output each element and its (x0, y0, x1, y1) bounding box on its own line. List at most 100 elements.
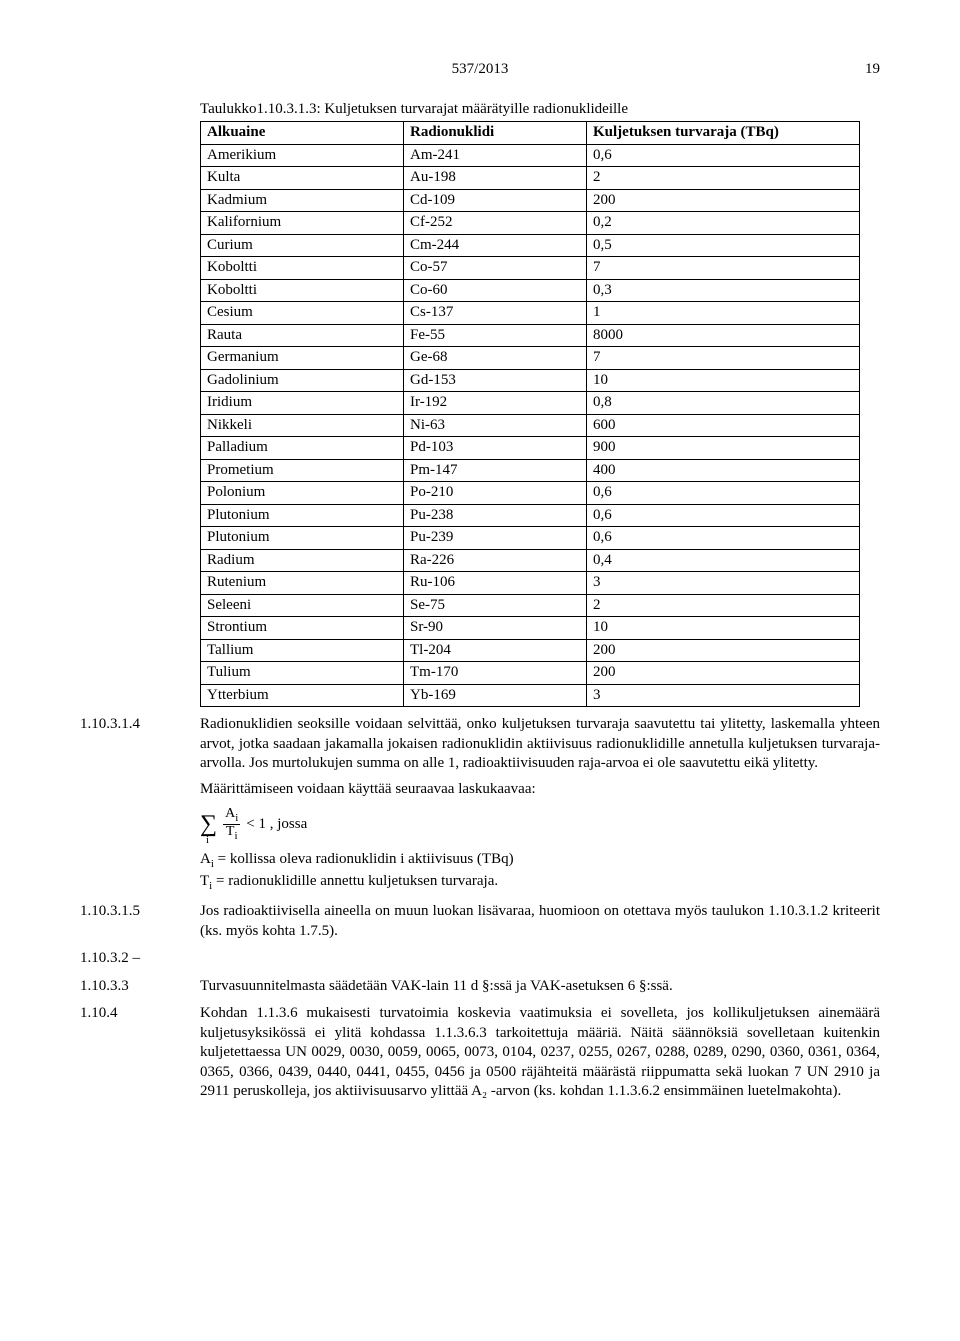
table-cell: 200 (587, 189, 860, 212)
section-entry: 1.10.3.1.4Radionuklidien seoksille voida… (80, 715, 880, 894)
table-cell: 3 (587, 684, 860, 707)
table-row: CuriumCm-2440,5 (201, 234, 860, 257)
table-row: RadiumRa-2260,4 (201, 549, 860, 572)
section-id: 1.10.3.2 – (80, 949, 200, 969)
table-row: StrontiumSr-9010 (201, 617, 860, 640)
table-cell: Pu-238 (404, 504, 587, 527)
table-cell: Strontium (201, 617, 404, 640)
table-cell: Germanium (201, 347, 404, 370)
table-cell: 1 (587, 302, 860, 325)
table-cell: 0,6 (587, 482, 860, 505)
section-id: 1.10.3.1.4 (80, 715, 200, 894)
col-header: Kuljetuksen turvaraja (TBq) (587, 122, 860, 145)
table-cell: Ni-63 (404, 414, 587, 437)
table-cell: 0,8 (587, 392, 860, 415)
table-cell: Co-60 (404, 279, 587, 302)
table-cell: Ru-106 (404, 572, 587, 595)
table-header-row: Alkuaine Radionuklidi Kuljetuksen turvar… (201, 122, 860, 145)
table-cell: 200 (587, 662, 860, 685)
table-cell: Ge-68 (404, 347, 587, 370)
table-cell: Yb-169 (404, 684, 587, 707)
table-row: PlutoniumPu-2380,6 (201, 504, 860, 527)
table-cell: 600 (587, 414, 860, 437)
table-cell: 900 (587, 437, 860, 460)
section-body (200, 949, 880, 969)
table-row: CesiumCs-1371 (201, 302, 860, 325)
table-cell: Co-57 (404, 257, 587, 280)
table-cell: Palladium (201, 437, 404, 460)
table-cell: Cs-137 (404, 302, 587, 325)
section-body: Kohdan 1.1.3.6 mukaisesti turvatoimia ko… (200, 1004, 880, 1102)
table-row: PalladiumPd-103900 (201, 437, 860, 460)
table-cell: 0,6 (587, 527, 860, 550)
table-row: NikkeliNi-63600 (201, 414, 860, 437)
table-cell: Am-241 (404, 144, 587, 167)
table-cell: 0,5 (587, 234, 860, 257)
section-entry: 1.10.4Kohdan 1.1.3.6 mukaisesti turvatoi… (80, 1004, 880, 1102)
table-cell: Tallium (201, 639, 404, 662)
table-cell: 3 (587, 572, 860, 595)
table-row: KultaAu-1982 (201, 167, 860, 190)
table-cell: Cd-109 (404, 189, 587, 212)
table-row: RautaFe-558000 (201, 324, 860, 347)
table-cell: Amerikium (201, 144, 404, 167)
table-cell: Prometium (201, 459, 404, 482)
table-row: YtterbiumYb-1693 (201, 684, 860, 707)
table-cell: Fe-55 (404, 324, 587, 347)
table-row: PlutoniumPu-2390,6 (201, 527, 860, 550)
table-cell: Nikkeli (201, 414, 404, 437)
table-cell: 7 (587, 347, 860, 370)
table-cell: 8000 (587, 324, 860, 347)
table-cell: 10 (587, 617, 860, 640)
table-cell: 2 (587, 167, 860, 190)
table-cell: Radium (201, 549, 404, 572)
table-row: SeleeniSe-752 (201, 594, 860, 617)
table-cell: 10 (587, 369, 860, 392)
table-row: KaliforniumCf-2520,2 (201, 212, 860, 235)
table-cell: Ytterbium (201, 684, 404, 707)
section-entry: 1.10.3.1.5Jos radioaktiivisella aineella… (80, 902, 880, 941)
table-cell: 2 (587, 594, 860, 617)
table-cell: 400 (587, 459, 860, 482)
table-cell: Gd-153 (404, 369, 587, 392)
table-cell: Gadolinium (201, 369, 404, 392)
table-cell: Plutonium (201, 504, 404, 527)
table-cell: 0,6 (587, 504, 860, 527)
table-row: AmerikiumAm-2410,6 (201, 144, 860, 167)
table-cell: Koboltti (201, 279, 404, 302)
table-cell: Rauta (201, 324, 404, 347)
table-cell: Au-198 (404, 167, 587, 190)
table-cell: 7 (587, 257, 860, 280)
table-cell: Tm-170 (404, 662, 587, 685)
table-cell: Polonium (201, 482, 404, 505)
table-cell: 0,3 (587, 279, 860, 302)
table-cell: Po-210 (404, 482, 587, 505)
table-cell: 0,6 (587, 144, 860, 167)
table-row: GadoliniumGd-15310 (201, 369, 860, 392)
col-header: Alkuaine (201, 122, 404, 145)
table-cell: Koboltti (201, 257, 404, 280)
table-row: KobolttiCo-577 (201, 257, 860, 280)
section-body: Turvasuunnitelmasta säädetään VAK-lain 1… (200, 977, 880, 997)
table-row: TuliumTm-170200 (201, 662, 860, 685)
table-title: Taulukko1.10.3.1.3: Kuljetuksen turvaraj… (200, 100, 880, 120)
table-cell: Tulium (201, 662, 404, 685)
table-row: TalliumTl-204200 (201, 639, 860, 662)
formula: ∑iAiTi< 1 , jossa (200, 807, 880, 842)
table-cell: Kulta (201, 167, 404, 190)
table-cell: 0,2 (587, 212, 860, 235)
section-body: Jos radioaktiivisella aineella on muun l… (200, 902, 880, 941)
section-entry: 1.10.3.2 – (80, 949, 880, 969)
section-id: 1.10.3.1.5 (80, 902, 200, 941)
table-cell: Kadmium (201, 189, 404, 212)
table-cell: Pd-103 (404, 437, 587, 460)
table-cell: Plutonium (201, 527, 404, 550)
table-cell: Kalifornium (201, 212, 404, 235)
table-cell: Ir-192 (404, 392, 587, 415)
table-row: PoloniumPo-2100,6 (201, 482, 860, 505)
table-cell: Seleeni (201, 594, 404, 617)
table-cell: Cm-244 (404, 234, 587, 257)
table-row: IridiumIr-1920,8 (201, 392, 860, 415)
table-cell: Ra-226 (404, 549, 587, 572)
col-header: Radionuklidi (404, 122, 587, 145)
